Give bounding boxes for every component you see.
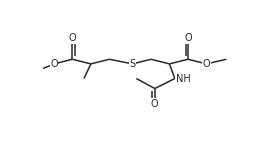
- Text: O: O: [203, 59, 210, 69]
- Text: O: O: [184, 33, 192, 43]
- Text: NH: NH: [176, 73, 190, 83]
- Text: O: O: [69, 33, 76, 43]
- Text: O: O: [50, 59, 58, 69]
- Text: S: S: [129, 59, 136, 69]
- Text: O: O: [151, 99, 159, 109]
